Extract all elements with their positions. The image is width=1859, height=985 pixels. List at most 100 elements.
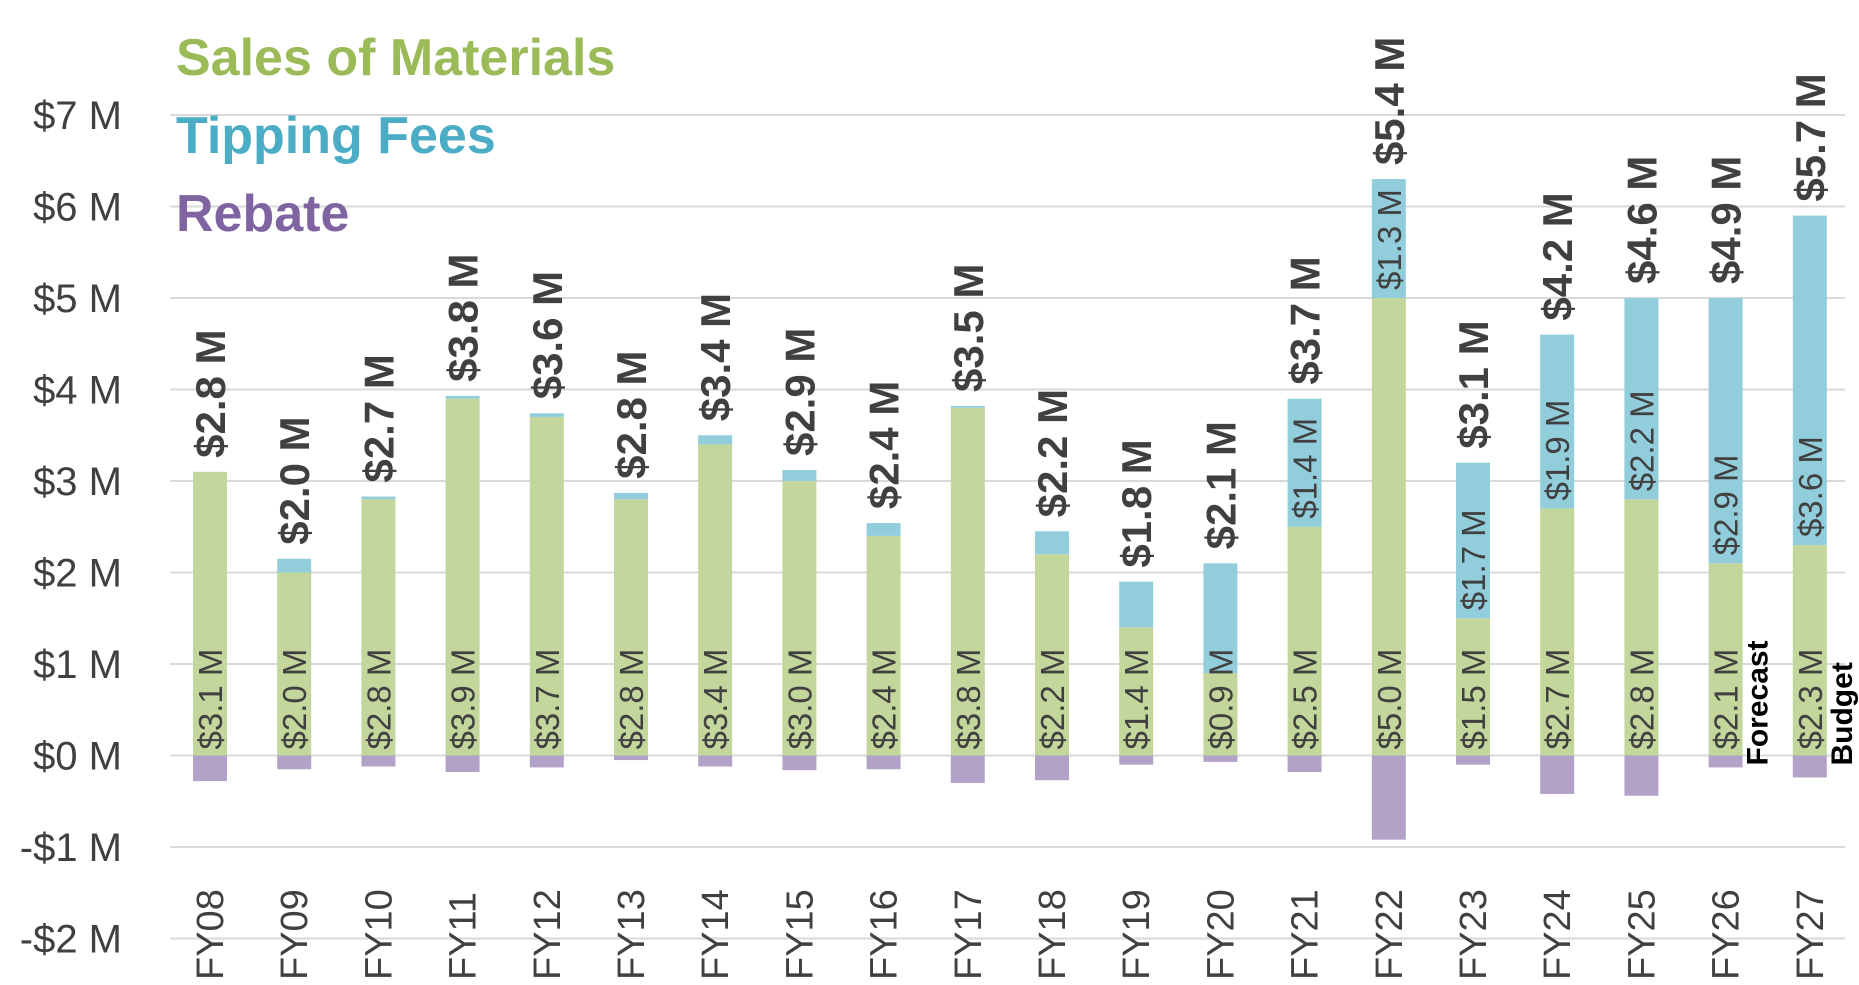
sales-value-label: $3.8 M	[950, 649, 987, 750]
bar-tipping-fees	[1456, 462, 1490, 619]
sales-value-label: $3.0 M	[781, 649, 818, 750]
y-tick-label: $4 M	[33, 369, 122, 413]
bar-rebate	[614, 755, 648, 761]
y-tick-label: $7 M	[33, 94, 122, 138]
sales-value-label: $5.0 M	[1371, 649, 1408, 750]
total-value-label: $2.7 M	[355, 354, 402, 482]
bar-rebate	[950, 755, 985, 783]
bar-sales-of-materials	[361, 499, 396, 756]
bar-tipping-fees	[698, 435, 733, 445]
bar-sales-of-materials	[1540, 508, 1575, 756]
bar-rebate	[1456, 755, 1490, 765]
x-tick-label: FY10	[358, 889, 400, 980]
y-tick-label: $2 M	[33, 552, 122, 596]
sales-value-label: $0.9 M	[1202, 649, 1239, 750]
tipping-value-label: $1.4 M	[1287, 418, 1324, 519]
bar-tipping-fees	[614, 492, 648, 500]
x-tick-label: FY15	[779, 889, 821, 980]
sales-value-label: $2.1 M	[1708, 649, 1745, 750]
bar-tipping-fees	[1540, 334, 1575, 509]
bar-tipping-fees	[361, 496, 396, 500]
x-tick-label: FY11	[443, 892, 485, 980]
bar-tipping-fees	[1119, 581, 1154, 628]
y-tick-label: $3 M	[33, 460, 122, 504]
tipping-value-label: $1.9 M	[1539, 400, 1576, 501]
x-axis: FY08 FY09 FY10 FY11 FY12 FY13 FY14 FY15 FY16 FY17…	[190, 889, 1832, 980]
bar-tipping-fees	[782, 470, 817, 481]
bar-sales-of-materials	[445, 398, 480, 756]
bar-rebate	[1540, 755, 1575, 794]
y-tick-label: -$2 M	[20, 918, 122, 962]
sales-value-label: $2.4 M	[866, 649, 903, 750]
total-value-label: $3.6 M	[524, 271, 571, 399]
legend-entry: Sales of Materials	[176, 29, 615, 87]
total-value-label: $4.9 M	[1703, 156, 1750, 284]
gridlines	[170, 114, 1845, 940]
total-value-label: $4.6 M	[1618, 156, 1665, 284]
total-value-label: $3.5 M	[945, 264, 992, 392]
bar-rebate	[1792, 755, 1827, 778]
bar-tipping-fees	[1624, 298, 1659, 500]
x-tick-label: FY22	[1369, 889, 1411, 980]
sales-value-label: $2.5 M	[1287, 649, 1324, 750]
x-tick-label: FY24	[1537, 889, 1579, 980]
sales-value-label: $3.1 M	[192, 649, 229, 750]
bar-rebate	[1203, 755, 1238, 762]
bar-sales-of-materials	[614, 499, 648, 756]
total-value-label: $1.8 M	[1113, 439, 1160, 567]
bar-sales-of-materials	[1287, 526, 1322, 756]
x-tick-label: FY26	[1706, 889, 1748, 980]
tipping-value-label: $1.7 M	[1455, 509, 1492, 610]
bar-rebate	[277, 755, 312, 770]
tipping-value-label: $3.6 M	[1792, 436, 1829, 537]
bar-sales-of-materials	[1456, 618, 1490, 756]
bars	[193, 179, 1827, 840]
total-value-label: $4.2 M	[1534, 192, 1581, 320]
bar-rebate	[361, 755, 396, 767]
x-tick-label: FY25	[1621, 889, 1663, 980]
bar-rebate	[866, 755, 901, 770]
x-tick-label: FY13	[611, 889, 653, 980]
bar-sales-of-materials	[782, 481, 817, 756]
bar-tipping-fees	[1371, 179, 1406, 298]
x-tick-label: FY17	[948, 889, 990, 980]
bar-rebate	[1371, 755, 1406, 840]
total-value-label: $3.1 M	[1450, 320, 1497, 448]
x-tick-label: FY21	[1285, 889, 1327, 980]
bar-sales-of-materials	[1708, 563, 1743, 756]
y-tick-label: $6 M	[33, 186, 122, 230]
bar-sales-of-materials	[1371, 298, 1406, 756]
legend-entry: Rebate	[176, 185, 349, 243]
bar-sales-of-materials	[1624, 499, 1659, 756]
bar-sales-of-materials	[1119, 627, 1154, 756]
bar-rebate	[193, 755, 227, 782]
bar-rebate	[1624, 755, 1659, 796]
sales-value-label: $3.9 M	[445, 649, 482, 750]
annotations: Forecast Budget	[1742, 640, 1859, 765]
total-value-label: $2.4 M	[861, 381, 908, 509]
bar-sales-of-materials	[277, 572, 312, 756]
bar-rebate	[1119, 755, 1154, 765]
total-value-label: $5.4 M	[1366, 37, 1413, 165]
sales-value-label: $3.4 M	[697, 649, 734, 750]
bar-tipping-fees	[445, 395, 480, 399]
bar-sales-of-materials	[866, 535, 901, 756]
y-tick-label: $0 M	[33, 735, 122, 779]
x-tick-label: FY18	[1032, 889, 1074, 980]
bar-sales-of-materials	[529, 416, 564, 756]
total-value-label: $2.8 M	[187, 329, 234, 457]
total-value-label: $2.8 M	[608, 350, 655, 478]
segment-labels: $3.1 M $2.0 M $2.8 M $3.9 M $3.7 M $2.8 M $3.4…	[192, 189, 1829, 749]
y-tick-label: $1 M	[33, 643, 122, 687]
annotation-label: Budget	[1826, 662, 1859, 765]
bar-sales-of-materials	[950, 407, 985, 756]
total-value-label: $3.4 M	[692, 293, 739, 421]
sales-value-label: $2.8 M	[360, 649, 397, 750]
x-tick-label: FY27	[1790, 889, 1832, 980]
sales-value-label: $2.8 M	[613, 649, 650, 750]
total-value-label: $2.1 M	[1197, 421, 1244, 549]
bar-sales-of-materials	[1035, 554, 1069, 756]
bar-tipping-fees	[1035, 531, 1069, 555]
sales-value-label: $1.4 M	[1118, 649, 1155, 750]
